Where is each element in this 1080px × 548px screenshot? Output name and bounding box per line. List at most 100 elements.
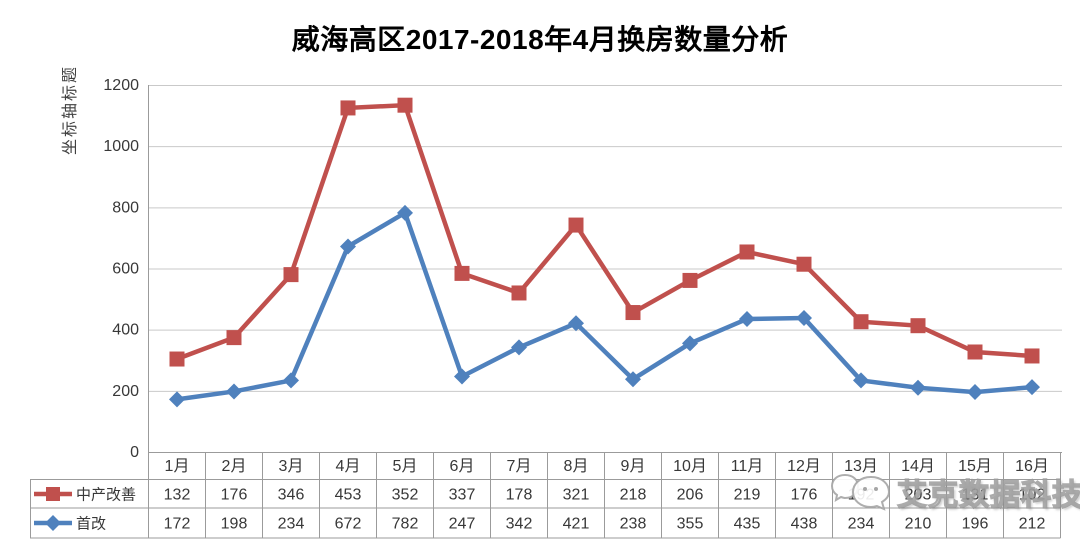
legend-label: 首改	[76, 516, 106, 533]
diamond-marker-icon	[226, 383, 242, 400]
month-label: 6月	[450, 458, 475, 475]
cell-value: 102	[1019, 487, 1046, 504]
square-marker-icon	[169, 351, 185, 367]
cell-value: 435	[734, 516, 761, 533]
diamond-marker-icon	[568, 315, 584, 332]
cell-value: 178	[506, 487, 533, 504]
square-marker-icon	[682, 272, 698, 288]
month-label: 16月	[1015, 458, 1049, 475]
cell-value: 206	[677, 487, 704, 504]
square-marker-icon	[796, 256, 812, 272]
cell-value: 172	[164, 516, 191, 533]
month-label: 7月	[507, 458, 532, 475]
cell-value: 337	[449, 487, 476, 504]
cell-value: 210	[905, 516, 932, 533]
watermark-text: 艾克数据科技	[896, 478, 1080, 512]
diamond-marker-icon	[511, 339, 527, 356]
cell-value: 453	[335, 487, 362, 504]
month-label: 1月	[165, 458, 190, 475]
series-line-2	[174, 209, 1035, 402]
diamond-marker-icon	[625, 371, 641, 388]
y-tick-label: 1200	[103, 77, 139, 94]
series-line-1	[174, 102, 1035, 362]
cell-value: 438	[791, 516, 818, 533]
cell-value: 321	[563, 487, 590, 504]
square-marker-icon	[226, 330, 242, 346]
cell-value: 198	[221, 516, 248, 533]
legend-square-marker-icon	[46, 487, 60, 501]
diamond-marker-icon	[739, 310, 755, 327]
month-label: 13月	[844, 458, 878, 475]
square-marker-icon	[967, 344, 983, 360]
cell-value: 219	[734, 487, 761, 504]
month-label: 11月	[731, 458, 764, 475]
month-label: 14月	[901, 458, 935, 475]
wechat-eye-left	[863, 487, 867, 491]
cell-value: 352	[392, 487, 419, 504]
cell-value: 672	[335, 516, 362, 533]
square-marker-icon	[739, 244, 755, 260]
month-label: 5月	[393, 458, 418, 475]
wechat-eye-right	[874, 487, 878, 491]
cell-value: 782	[392, 516, 419, 533]
diamond-marker-icon	[283, 372, 299, 389]
cell-value: 132	[164, 487, 191, 504]
square-marker-icon	[397, 97, 413, 113]
month-label: 10月	[673, 458, 707, 475]
diamond-marker-icon	[454, 368, 470, 385]
legend-diamond-marker-icon	[45, 515, 61, 531]
y-tick-label: 400	[112, 322, 139, 339]
square-marker-icon	[568, 217, 584, 233]
cell-value: 131	[962, 487, 989, 504]
diamond-marker-icon	[910, 379, 926, 396]
chart-title: 威海高区2017-2018年4月换房数量分析	[291, 24, 789, 55]
month-label: 12月	[787, 458, 821, 475]
diamond-marker-icon	[397, 204, 413, 221]
cell-value: 176	[791, 487, 818, 504]
square-marker-icon	[853, 314, 869, 330]
month-label: 15月	[958, 458, 992, 475]
diamond-marker-icon	[967, 384, 983, 401]
square-marker-icon	[283, 267, 299, 283]
square-marker-icon	[625, 305, 641, 321]
y-tick-label: 800	[112, 199, 139, 216]
cell-value: 176	[221, 487, 248, 504]
cell-value: 421	[563, 516, 590, 533]
month-label: 9月	[621, 458, 646, 475]
watermark: 艾克数据科技	[829, 468, 1080, 516]
month-label: 4月	[336, 458, 361, 475]
month-label: 2月	[222, 458, 247, 475]
wechat-logo-icon	[830, 473, 891, 511]
diamond-marker-icon	[1024, 379, 1040, 396]
y-tick-label: 0	[130, 444, 139, 461]
cell-value: 247	[449, 516, 476, 533]
month-label: 8月	[564, 458, 589, 475]
diamond-marker-icon	[340, 238, 356, 255]
legend-label: 中产改善	[76, 487, 136, 504]
cell-value: 212	[1019, 516, 1046, 533]
cell-value: 346	[278, 487, 305, 504]
wechat-big-bubble	[851, 475, 891, 511]
cell-value: 234	[278, 516, 305, 533]
cell-value: 238	[620, 516, 647, 533]
square-marker-icon	[1024, 348, 1040, 364]
square-marker-icon	[910, 318, 926, 334]
square-marker-icon	[511, 285, 527, 301]
diamond-marker-icon	[796, 310, 812, 327]
diamond-marker-icon	[169, 391, 185, 408]
cell-value: 355	[677, 516, 704, 533]
cell-value: 196	[962, 516, 989, 533]
month-label: 3月	[279, 458, 304, 475]
y-tick-label: 600	[112, 261, 139, 278]
y-tick-label: 200	[112, 383, 139, 400]
diamond-marker-icon	[682, 335, 698, 352]
cell-value: 234	[848, 516, 875, 533]
square-marker-icon	[454, 265, 470, 281]
cell-value: 218	[620, 487, 647, 504]
cell-value: 203	[905, 487, 932, 504]
square-marker-icon	[340, 100, 356, 116]
cell-value: 342	[506, 516, 533, 533]
y-tick-label: 1000	[103, 138, 139, 155]
